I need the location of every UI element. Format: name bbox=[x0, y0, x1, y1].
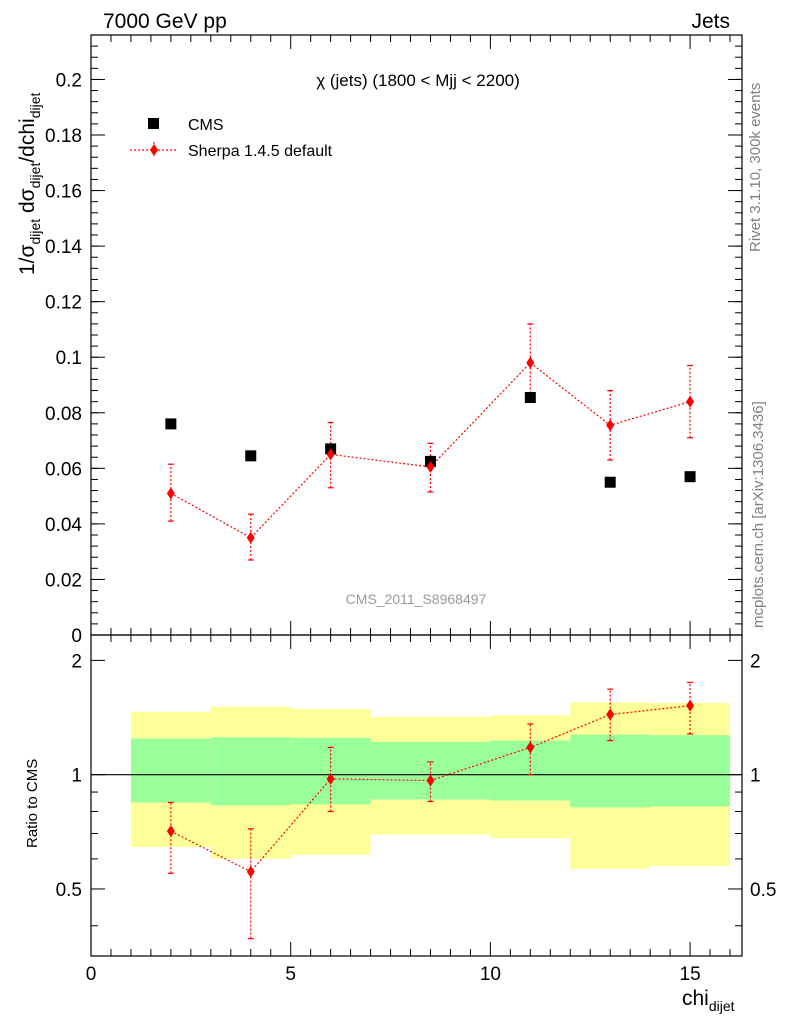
header-left-label: 7000 GeV pp bbox=[103, 10, 227, 33]
main-y-tick-label: 0.18 bbox=[45, 126, 82, 147]
ratio-sherpa-point bbox=[686, 699, 695, 712]
main-series-layer bbox=[165, 323, 696, 561]
main-y-tick-label: 0.1 bbox=[56, 348, 82, 369]
sherpa-point bbox=[526, 356, 535, 369]
legend-label-cms: CMS bbox=[188, 117, 224, 134]
main-y-tick-label: 0.2 bbox=[56, 70, 82, 91]
main-x-ticks bbox=[90, 35, 731, 635]
ratio-y-tick-label-left: 2 bbox=[71, 651, 82, 672]
ratio-inner-band bbox=[650, 735, 731, 807]
ratio-x-tick-label: 5 bbox=[285, 964, 296, 985]
main-y-tick-label: 0.16 bbox=[45, 182, 82, 203]
svg-text:1/σdijet dσdijet/dchidijet: 1/σdijet dσdijet/dchidijet bbox=[16, 93, 43, 275]
main-y-tick-label: 0 bbox=[71, 626, 82, 647]
main-y-tick-label: 0.12 bbox=[45, 293, 82, 314]
sherpa-point bbox=[426, 460, 435, 473]
ratio-x-tick-label: 15 bbox=[680, 964, 701, 985]
sherpa-point bbox=[326, 448, 335, 461]
cms-point bbox=[524, 392, 536, 403]
ratio-sherpa-point bbox=[526, 741, 535, 754]
ratio-x-tick-labels: 0 5 10 15 bbox=[86, 964, 701, 985]
mcplots-label: mcplots.cern.ch [arXiv:1306.3436] bbox=[750, 401, 767, 628]
ratio-bands bbox=[130, 702, 731, 869]
cms-point bbox=[165, 418, 177, 430]
ratio-x-tick-label: 0 bbox=[86, 964, 97, 985]
ratio-y-ticks bbox=[91, 659, 742, 927]
main-y-tick-label: 0.04 bbox=[45, 515, 82, 536]
ratio-x-tick-label: 10 bbox=[480, 964, 501, 985]
sherpa-point bbox=[246, 531, 255, 544]
svg-text:chidijet: chidijet bbox=[682, 987, 735, 1014]
cms-point bbox=[604, 476, 616, 488]
main-y-tick-label: 0.02 bbox=[45, 570, 82, 591]
legend: CMS Sherpa 1.4.5 default bbox=[130, 117, 333, 160]
ratio-y-tick-label-right: 1 bbox=[750, 766, 761, 787]
rivet-label: Rivet 3.1.10, 300k events bbox=[747, 83, 764, 252]
ratio-y-tick-labels: 0.5 0.5 1 1 2 2 bbox=[56, 651, 777, 901]
legend-label-sherpa: Sherpa 1.4.5 default bbox=[188, 143, 333, 160]
ratio-y-tick-label-left: 1 bbox=[71, 766, 82, 787]
cms-point bbox=[684, 471, 696, 483]
cms-point bbox=[245, 450, 257, 462]
ratio-sherpa-point bbox=[326, 772, 335, 785]
ratio-series-layer bbox=[166, 681, 695, 940]
ratio-y-tick-label-right: 0.5 bbox=[750, 880, 776, 901]
ratio-inner-band bbox=[370, 741, 491, 800]
ratio-inner-band bbox=[570, 734, 651, 808]
main-title: χ (jets) (1800 < Mjj < 2200) bbox=[316, 71, 520, 90]
ratio-y-tick-label-right: 2 bbox=[750, 651, 761, 672]
sherpa-point bbox=[686, 395, 695, 408]
main-panel: 00.020.040.060.080.10.120.140.160.180.2 … bbox=[45, 34, 743, 647]
legend-marker-cms bbox=[148, 118, 159, 129]
ratio-sherpa-point bbox=[426, 774, 435, 787]
ratio-y-axis-label: Ratio to CMS bbox=[24, 759, 41, 848]
main-y-tick-label: 0.14 bbox=[45, 237, 82, 258]
header-right-label: Jets bbox=[691, 10, 730, 33]
sherpa-point bbox=[166, 487, 175, 500]
ratio-frame bbox=[90, 634, 743, 957]
main-watermark: CMS_2011_S8968497 bbox=[346, 591, 487, 607]
ratio-inner-band bbox=[210, 737, 291, 806]
main-y-axis-label: 1/σdijet dσdijet/dchidijet bbox=[16, 93, 43, 275]
ratio-inner-band bbox=[130, 738, 211, 803]
ratio-x-ticks bbox=[90, 635, 731, 956]
legend-marker-sherpa bbox=[150, 144, 158, 156]
main-y-tick-labels: 0 0.02 0.04 0.06 0.08 0.1 0.12 0.14 0.16 0.18 0.2 bbox=[45, 70, 82, 647]
ratio-panel: 0.5 0.5 1 1 2 2 0 5 10 15 Ratio to CMS chidijet bbox=[24, 634, 777, 1014]
ratio-sherpa-point bbox=[166, 825, 175, 838]
ratio-sherpa-point bbox=[246, 865, 255, 878]
ratio-sherpa-point bbox=[606, 708, 615, 721]
main-y-ticks bbox=[91, 45, 742, 636]
ratio-y-tick-label-left: 0.5 bbox=[56, 880, 82, 901]
sherpa-point bbox=[606, 419, 615, 432]
ratio-x-axis-label: chidijet bbox=[682, 987, 735, 1014]
main-y-tick-label: 0.06 bbox=[45, 459, 82, 480]
main-y-tick-label: 0.08 bbox=[45, 404, 82, 425]
